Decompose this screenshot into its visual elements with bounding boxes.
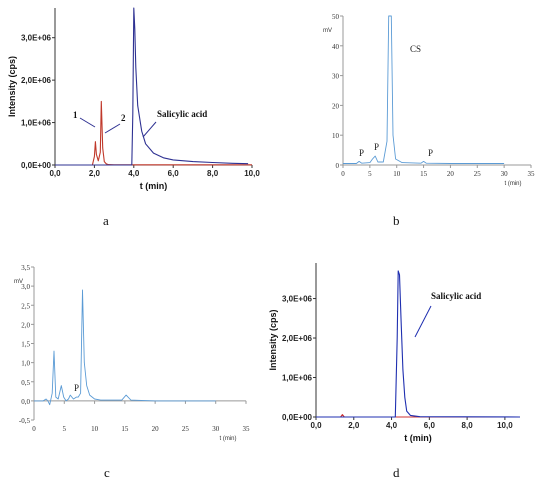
panel-label-c: c xyxy=(104,465,110,480)
x-axis-title: t (min) xyxy=(505,181,522,187)
y-tick-label: 1,0E+06 xyxy=(21,119,52,128)
x-tick-label: 5 xyxy=(63,425,67,433)
series-line-1 xyxy=(55,100,252,166)
x-tick-label: 15 xyxy=(420,170,428,178)
x-tick-label: 0,0 xyxy=(310,421,322,430)
x-tick-label: 4,0 xyxy=(386,421,398,430)
y-tick-label: 30 xyxy=(332,73,340,81)
peak-p-label-1: P xyxy=(359,148,364,158)
panel-d-annotations: Salicylic acid xyxy=(414,291,481,338)
y-axis-title: mV xyxy=(323,28,332,34)
panel-label-b: b xyxy=(393,213,400,228)
x-tick-label: 35 xyxy=(243,425,251,433)
x-tick-label: 8,0 xyxy=(207,169,219,178)
salicylic-acid-arrow-a xyxy=(142,121,157,138)
x-tick-label: 4,0 xyxy=(128,169,140,178)
y-tick-label: 1,0E+06 xyxy=(282,374,313,383)
x-tick-label: 15 xyxy=(121,425,129,433)
x-tick-label: 10 xyxy=(91,425,99,433)
x-tick-label: 20 xyxy=(447,170,455,178)
x-tick-label: 0 xyxy=(341,170,345,178)
y-tick-label: 3,0E+06 xyxy=(21,34,52,43)
peak-2-label: 2 xyxy=(121,113,126,123)
y-tick-label: 0 xyxy=(336,162,340,170)
x-axis-title: t (min) xyxy=(220,436,237,442)
salicylic-acid-label-d: Salicylic acid xyxy=(431,291,481,301)
y-tick-label: -0,5 xyxy=(19,417,31,425)
x-tick-label: 6,0 xyxy=(168,169,180,178)
x-tick-label: 2,0 xyxy=(348,421,360,430)
x-tick-label: 20 xyxy=(152,425,160,433)
y-axis-title: Intensity (cps) xyxy=(7,56,17,117)
x-tick-label: 10 xyxy=(393,170,401,178)
series-line-2 xyxy=(55,7,249,166)
x-axis-title: t (min) xyxy=(140,181,168,191)
salicylic-acid-label-a: Salicylic acid xyxy=(157,109,207,119)
y-axis-title: Intensity (cps) xyxy=(268,309,278,370)
peak-p-label-2: P xyxy=(374,142,379,152)
x-axis-title: t (min) xyxy=(404,433,432,443)
series-line-2 xyxy=(316,270,521,418)
x-tick-label: 0,0 xyxy=(49,169,61,178)
x-tick-label: 0 xyxy=(32,425,36,433)
y-tick-label: 10 xyxy=(332,132,340,140)
x-tick-label: 25 xyxy=(182,425,190,433)
peak-2-arrow xyxy=(104,123,121,134)
chart-panel-b: 0 5 10 15 20 25 30 35 0 10 20 30 40 50 mV t (min) xyxy=(323,13,535,187)
x-tick-label: 10,0 xyxy=(244,169,260,178)
salicylic-acid-arrow-d xyxy=(414,305,432,338)
panel-label-a: a xyxy=(103,213,109,228)
x-tick-label: 10,0 xyxy=(497,421,513,430)
x-tick-label: 30 xyxy=(501,170,509,178)
y-tick-label: 20 xyxy=(332,102,340,110)
chart-panel-c: 0 5 10 15 20 25 30 35 -0,5 0,0 0,5 1,0 1,5 2,0 2,5 3,0 3… xyxy=(14,264,250,442)
peak-p-label-3: P xyxy=(428,148,433,158)
y-tick-label: 40 xyxy=(332,43,340,51)
peak-1-arrow xyxy=(79,117,96,128)
y-tick-label: 1,5 xyxy=(21,341,30,349)
series-line-1 xyxy=(343,15,505,164)
y-tick-label: 2,0E+06 xyxy=(21,76,52,85)
x-tick-label: 30 xyxy=(212,425,220,433)
peak-p-label-c: P xyxy=(74,383,79,393)
y-tick-label: 0,0 xyxy=(21,398,30,406)
chart-panel-d: 0,0 2,0 4,0 6,0 8,0 10,0 0,0E+00 1,0E+06 2,0E+06… xyxy=(268,263,521,443)
y-tick-label: 2,0E+06 xyxy=(282,334,313,343)
y-tick-label: 3,5 xyxy=(21,264,30,272)
y-tick-label: 0,0E+00 xyxy=(21,161,52,170)
series-line-1 xyxy=(34,289,216,406)
y-tick-label: 2,0 xyxy=(21,321,30,329)
y-tick-label: 3,0 xyxy=(21,283,30,291)
chart-panel-a: 0,0 2,0 4,0 6,0 8,0 10,0 0,0E+00 1,0E+06 2,0E+06… xyxy=(7,7,260,191)
y-tick-label: 0,5 xyxy=(21,379,30,387)
y-tick-label: 50 xyxy=(332,13,340,21)
peak-1-label: 1 xyxy=(73,110,78,120)
x-tick-label: 2,0 xyxy=(89,169,101,178)
panel-c-annotations: P xyxy=(74,383,79,393)
x-tick-label: 8,0 xyxy=(462,421,474,430)
y-axis-title: mV xyxy=(14,279,23,285)
y-tick-label: 1,0 xyxy=(21,360,30,368)
panel-b-annotations: P P CS P xyxy=(359,44,433,158)
x-tick-label: 35 xyxy=(528,170,536,178)
panel-a-annotations: 1 2 Salicylic acid xyxy=(73,109,207,138)
x-tick-label: 25 xyxy=(474,170,482,178)
y-tick-label: 2,5 xyxy=(21,302,30,310)
x-tick-label: 5 xyxy=(368,170,372,178)
x-tick-label: 6,0 xyxy=(424,421,436,430)
y-tick-label: 3,0E+06 xyxy=(282,295,313,304)
y-tick-label: 0,0E+00 xyxy=(282,413,313,422)
cs-peak-label: CS xyxy=(410,44,421,54)
panel-label-d: d xyxy=(393,465,400,480)
